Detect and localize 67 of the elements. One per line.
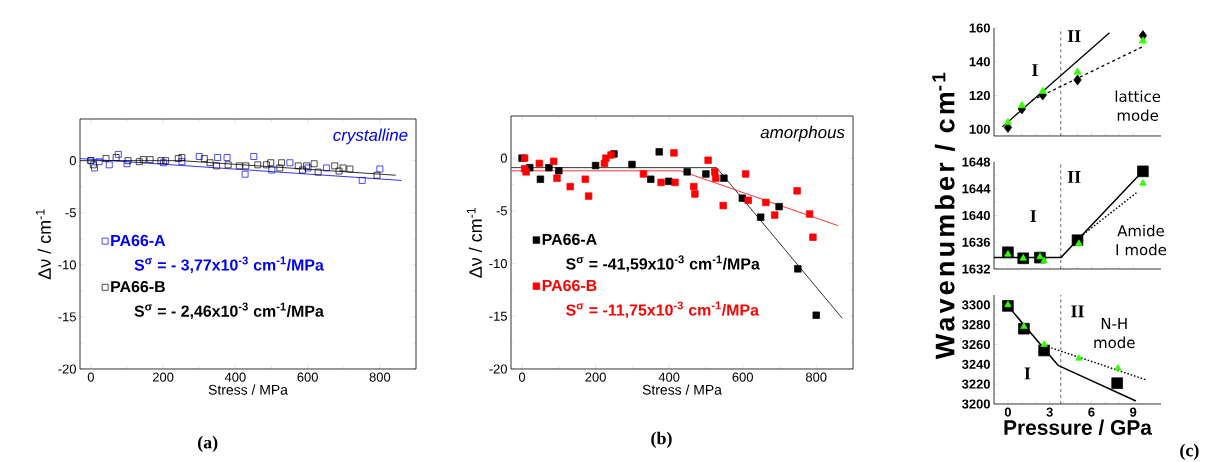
- annotation: S$^{σ}$ = - 3,77x10$^{-3}$ cm$^{-1}$/MPa: [134, 256, 324, 273]
- y-tick-label: -20: [58, 364, 76, 374]
- y-tick-label: -20: [489, 364, 507, 374]
- y-tick-label: 1640: [962, 210, 990, 221]
- legend-label: PA66-A: [542, 233, 597, 246]
- y-tick-label: 1648: [962, 157, 991, 167]
- x-tick-label: 200: [585, 372, 606, 382]
- y-tick-label: -10: [58, 260, 76, 270]
- y-tick-label: -10: [489, 258, 507, 269]
- y-tick-label: 3220: [961, 379, 990, 389]
- y-tick-label: 1636: [962, 237, 991, 247]
- x-tick-label: 3: [1046, 407, 1053, 417]
- text: (c): [1180, 443, 1199, 461]
- annotation: II: [1067, 30, 1081, 43]
- y-axis-title: Δν / cm$^{-1}$: [35, 209, 51, 280]
- x-tick-label: 400: [224, 372, 246, 382]
- y-tick-label: 3240: [961, 359, 990, 369]
- x-tick-label: 800: [805, 372, 827, 382]
- x-tick-label: 400: [658, 372, 680, 382]
- y-tick-label: 3200: [961, 399, 990, 409]
- y-tick-label: 0: [500, 153, 507, 163]
- legend-label: PA66-A: [111, 234, 166, 247]
- y-tick-label: -15: [489, 311, 507, 321]
- y-tick-label: 120: [969, 90, 990, 101]
- y-tick-label: -5: [65, 208, 76, 218]
- annotation: II: [1071, 305, 1084, 318]
- y-axis-title: Wavenumber / cm$^{-1}$: [932, 72, 955, 360]
- annotation: I: [1024, 367, 1031, 380]
- y-tick-label: 1632: [962, 264, 990, 274]
- x-tick-label: 600: [732, 372, 753, 382]
- x-tick-label: 200: [152, 372, 174, 382]
- y-tick-label: -15: [58, 312, 76, 322]
- y-tick-label: 160: [969, 23, 990, 33]
- y-tick-label: 3260: [961, 339, 990, 350]
- y-axis-title: Δν / cm$^{-1}$: [466, 207, 482, 278]
- x-tick-label: 0: [87, 372, 94, 382]
- annotation: crystalline: [333, 128, 408, 145]
- legend-label: PA66-B: [111, 280, 165, 293]
- x-tick-label: 0: [518, 372, 526, 382]
- x-tick-label: 800: [369, 372, 391, 382]
- x-tick-label: 0: [1004, 407, 1011, 417]
- annotation: N-H mode: [1094, 318, 1135, 349]
- y-tick-label: 3300: [961, 300, 990, 310]
- annotation: S$^{σ}$ = -41,59x10$^{-3}$ cm$^{-1}$/MPa: [566, 255, 760, 272]
- annotation: II: [1067, 171, 1081, 183]
- annotation: S$^{σ}$ = - 2,46x10$^{-3}$ cm$^{-1}$/MPa: [134, 302, 324, 320]
- y-tick-label: 0: [69, 156, 76, 166]
- annotation: Amide I mode: [1116, 224, 1167, 256]
- x-tick-label: 600: [297, 372, 318, 382]
- legend-label: PA66-B: [542, 279, 597, 292]
- y-tick-label: 100: [969, 124, 990, 134]
- x-tick-label: 6: [1088, 407, 1095, 417]
- annotation: S$^{σ}$ = -11,75x10$^{-3}$ cm$^{-1}$/MPa: [566, 301, 760, 318]
- x-tick-label: 9: [1130, 407, 1137, 417]
- x-axis-title: Pressure / GPa: [1004, 419, 1153, 436]
- annotation: I: [1032, 64, 1038, 76]
- x-axis-title: Stress / MPa: [208, 384, 288, 395]
- annotation: I: [1030, 210, 1037, 222]
- y-tick-label: 3280: [961, 320, 990, 330]
- x-axis-title: Stress / MPa: [642, 384, 722, 395]
- annotation: amorphous: [760, 125, 845, 142]
- text: (b): [651, 431, 672, 448]
- y-tick-label: -5: [496, 206, 507, 216]
- y-tick-label: 1644: [962, 184, 991, 194]
- annotation: lattice mode: [1115, 90, 1161, 121]
- text: (a): [198, 435, 218, 453]
- y-tick-label: 140: [969, 57, 990, 67]
